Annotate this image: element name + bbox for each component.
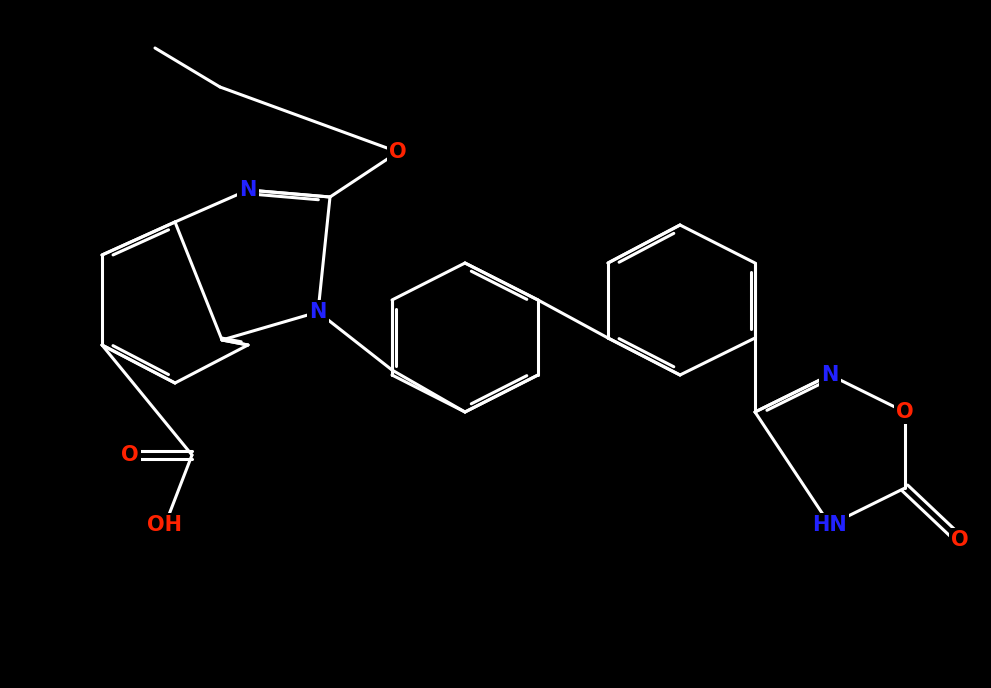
- Text: O: O: [389, 142, 407, 162]
- Text: N: N: [239, 180, 257, 200]
- Text: O: O: [896, 402, 914, 422]
- Text: HN: HN: [813, 515, 847, 535]
- Text: N: N: [309, 302, 327, 322]
- Text: O: O: [951, 530, 969, 550]
- Text: OH: OH: [148, 515, 182, 535]
- Text: N: N: [822, 365, 838, 385]
- Text: O: O: [121, 445, 139, 465]
